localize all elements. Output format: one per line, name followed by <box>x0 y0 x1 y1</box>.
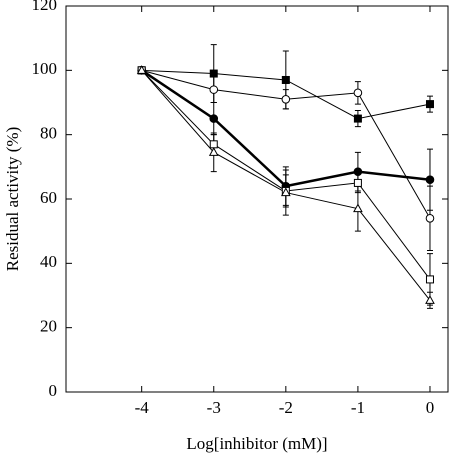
x-tick-label: -2 <box>279 398 293 417</box>
marker <box>353 178 362 187</box>
marker <box>353 114 362 123</box>
marker <box>353 203 363 213</box>
marker <box>281 94 291 104</box>
marker <box>136 65 147 74</box>
marker <box>425 214 435 223</box>
marker <box>353 88 363 98</box>
y-tick-label: 40 <box>40 252 57 271</box>
y-tick-label: 20 <box>40 317 57 336</box>
marker <box>209 69 218 78</box>
marker <box>209 114 219 123</box>
marker <box>425 175 435 184</box>
x-tick-label: -4 <box>135 398 150 417</box>
y-tick-label: 100 <box>32 59 58 78</box>
x-tick-label: -1 <box>351 398 365 417</box>
x-tick-label: -3 <box>207 398 221 417</box>
marker <box>353 167 363 176</box>
y-axis-label: Residual activity (%) <box>3 127 22 271</box>
plot-frame <box>65 5 449 393</box>
marker <box>425 100 434 109</box>
marker <box>209 140 218 149</box>
marker <box>280 187 291 197</box>
y-tick-label: 0 <box>49 381 58 400</box>
x-tick-label: 0 <box>426 398 435 417</box>
y-tick-label: 80 <box>40 124 57 143</box>
marker <box>209 85 219 94</box>
marker <box>425 295 435 304</box>
marker <box>281 75 290 84</box>
x-axis-label: Log[inhibitor (mM)] <box>186 434 327 453</box>
y-tick-label: 60 <box>40 188 57 207</box>
marker <box>208 147 219 156</box>
marker <box>425 275 434 284</box>
y-tick-label: 120 <box>32 0 58 14</box>
